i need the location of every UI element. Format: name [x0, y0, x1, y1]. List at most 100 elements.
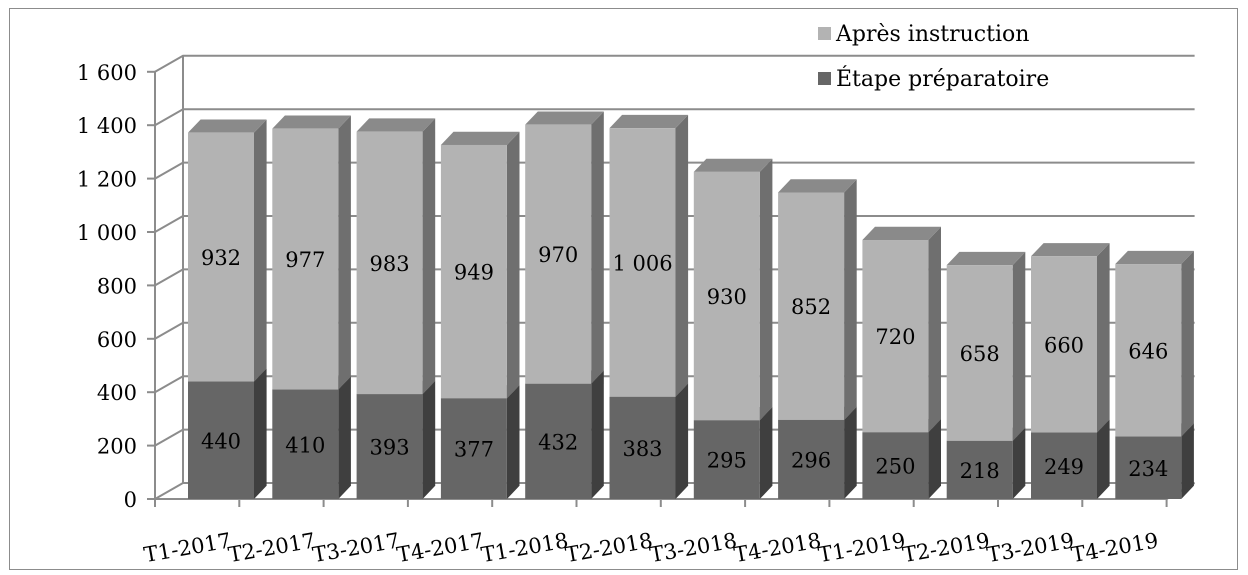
bar-etape-preparatoire-side [844, 406, 857, 499]
bar-etape-preparatoire [272, 389, 339, 499]
bar-apres-instruction [1115, 264, 1182, 437]
x-tick-label: T2-2018 [564, 528, 655, 567]
y-tick-label: 200 [97, 435, 137, 459]
bar-etape-preparatoire-side [338, 376, 351, 499]
x-tick-label: T1-2019 [817, 528, 908, 567]
bar-etape-preparatoire-side [1181, 423, 1194, 499]
bar-apres-instruction [862, 240, 929, 433]
bar-apres-instruction-top [609, 114, 689, 129]
bar-apres-instruction-side [928, 226, 941, 433]
bar-apres-instruction-top [693, 158, 773, 172]
data-label-apres-instruction: 852 [791, 295, 831, 319]
bar-apres-instruction [272, 128, 339, 390]
bar-apres-instruction-top [188, 119, 267, 133]
bar-apres-instruction-side [422, 118, 436, 395]
bar-etape-preparatoire [525, 383, 592, 499]
legend-label: Après instruction [835, 22, 1029, 47]
bar-apres-instruction [525, 124, 592, 384]
x-tick-label: T1-2018 [479, 528, 570, 567]
bar-apres-instruction-top [778, 179, 857, 193]
data-label-apres-instruction: 970 [538, 243, 578, 267]
data-label-apres-instruction: 983 [370, 252, 410, 276]
data-label-apres-instruction: 932 [201, 246, 241, 270]
bar-apres-instruction-top [946, 251, 1026, 266]
x-tick-label: T4-2019 [1069, 528, 1160, 567]
x-tick-label: T2-2017 [226, 528, 317, 567]
bar-etape-preparatoire [862, 432, 929, 499]
bar-etape-preparatoire-side [506, 385, 520, 499]
y-tick-label: 1 600 [77, 61, 137, 85]
bar-etape-preparatoire [778, 419, 845, 499]
chart-frame: 0 200 400 600 800 1 000 1 200 1 400 1 600 440 932 T… [9, 8, 1238, 570]
x-tick-label: T3-2018 [648, 528, 739, 567]
data-label-etape-preparatoire: 440 [201, 429, 241, 453]
bar-etape-preparatoire-side [759, 407, 773, 499]
bar-etape-preparatoire-side [591, 370, 604, 499]
bar-apres-instruction-top [525, 111, 604, 125]
data-label-apres-instruction: 930 [707, 285, 747, 309]
data-label-etape-preparatoire: 296 [791, 448, 831, 472]
bar-apres-instruction [440, 144, 507, 399]
bar-apres-instruction-side [1097, 243, 1110, 433]
bar-apres-instruction-side [591, 111, 604, 384]
data-label-apres-instruction: 660 [1044, 333, 1084, 357]
data-label-etape-preparatoire: 218 [960, 459, 1000, 483]
bar-etape-preparatoire [693, 420, 760, 499]
y-tick-label: 1 200 [77, 168, 137, 192]
bar-etape-preparatoire-side [254, 368, 267, 499]
legend-swatch [818, 72, 831, 85]
bar-apres-instruction-top [440, 131, 520, 145]
data-label-etape-preparatoire: 432 [538, 430, 578, 454]
bar-apres-instruction-side [759, 158, 773, 421]
bar-apres-instruction [188, 132, 254, 382]
data-label-etape-preparatoire: 393 [370, 436, 410, 460]
x-tick-label: T2-2019 [901, 528, 992, 567]
bar-etape-preparatoire-side [1012, 427, 1026, 499]
bar-apres-instruction-side [506, 131, 520, 399]
y-tick-label: 600 [97, 328, 137, 352]
stacked-bar-chart: 0 200 400 600 800 1 000 1 200 1 400 1 600 440 932 T… [77, 22, 1196, 567]
data-label-apres-instruction: 720 [875, 325, 915, 349]
bar-apres-instruction [356, 131, 423, 395]
data-label-apres-instruction: 658 [960, 342, 1000, 366]
data-label-apres-instruction: 949 [454, 261, 494, 285]
data-label-etape-preparatoire: 250 [875, 455, 915, 479]
data-label-etape-preparatoire: 234 [1128, 457, 1168, 481]
x-tick-label: T1-2017 [142, 528, 233, 567]
bar-etape-preparatoire [188, 381, 254, 499]
x-tick-label: T3-2017 [311, 528, 402, 567]
data-label-apres-instruction: 646 [1128, 339, 1168, 363]
bar-apres-instruction-side [338, 115, 351, 390]
bar-apres-instruction-top [1031, 243, 1110, 257]
data-label-etape-preparatoire: 383 [622, 437, 662, 461]
bar-apres-instruction-side [844, 179, 857, 420]
bar-etape-preparatoire-side [675, 383, 689, 499]
bar-etape-preparatoire [1031, 432, 1097, 499]
bar-apres-instruction-side [254, 119, 267, 382]
x-tick-label: T4-2017 [395, 528, 486, 567]
data-label-etape-preparatoire: 377 [454, 438, 494, 462]
bar-apres-instruction [693, 171, 760, 421]
data-label-etape-preparatoire: 295 [707, 449, 747, 473]
legend-label: Étape préparatoire [836, 65, 1049, 92]
data-label-etape-preparatoire: 249 [1044, 455, 1084, 479]
legend-swatch [818, 27, 831, 40]
bar-apres-instruction-side [1181, 250, 1194, 437]
bar-etape-preparatoire [1115, 436, 1182, 499]
bar-apres-instruction-side [675, 114, 689, 397]
bar-apres-instruction [946, 265, 1013, 441]
bar-etape-preparatoire-side [928, 419, 941, 499]
data-label-apres-instruction: 1 006 [612, 251, 672, 275]
y-tick-label: 400 [97, 381, 137, 405]
bar-apres-instruction-side [1012, 251, 1026, 441]
x-tick-label: T3-2019 [985, 528, 1076, 567]
bar-apres-instruction [1031, 256, 1097, 433]
bar-apres-instruction-top [356, 118, 436, 132]
bar-apres-instruction-top [272, 115, 351, 129]
bar-etape-preparatoire [609, 396, 676, 499]
bar-apres-instruction-top [862, 226, 941, 241]
bar-etape-preparatoire [356, 394, 423, 499]
bar-etape-preparatoire-side [422, 380, 436, 499]
bar-apres-instruction-top [1115, 250, 1194, 265]
bar-apres-instruction [778, 192, 845, 420]
